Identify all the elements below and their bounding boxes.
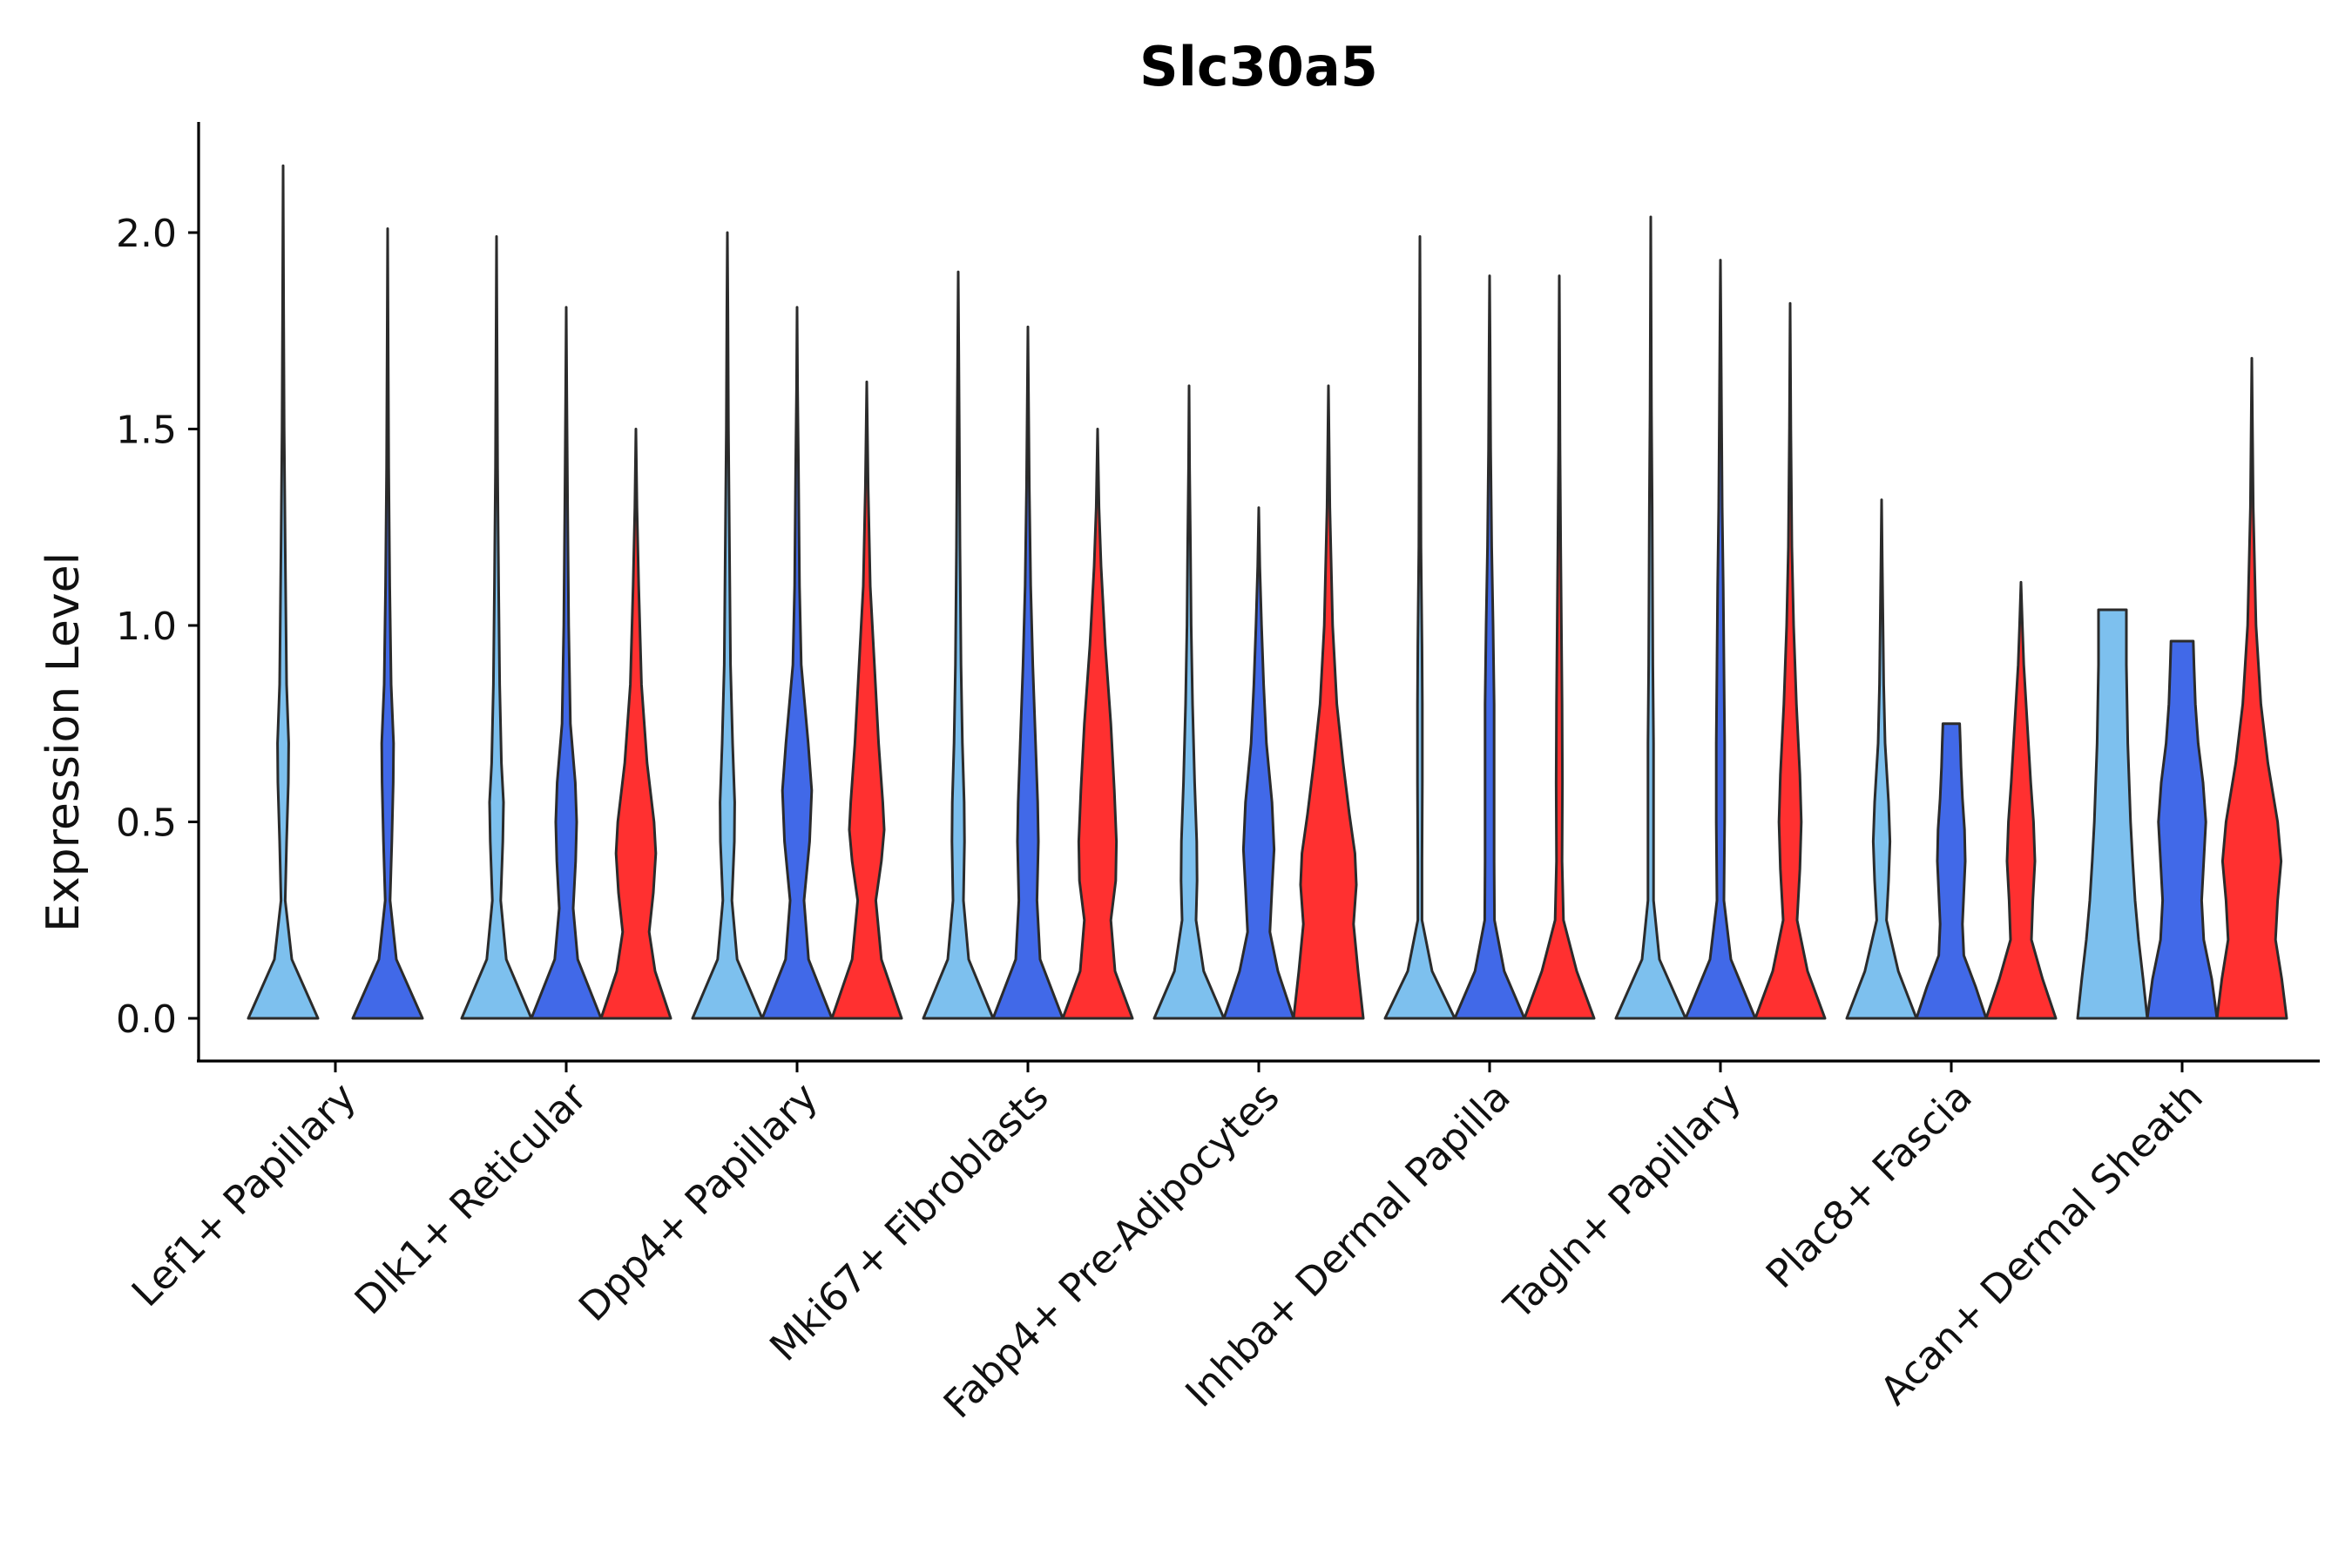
x-category-label: Tagln+ Papillary [1495, 1073, 1750, 1328]
violin-2-1 [460, 235, 533, 1020]
violin-3-1 [691, 231, 764, 1020]
violin-8-1 [1845, 498, 1918, 1020]
x-category-label: Dpp4+ Papillary [570, 1073, 827, 1330]
violin-6-3 [1523, 274, 1596, 1020]
violin-1-1 [247, 164, 320, 1020]
violin-7-3 [1754, 301, 1827, 1020]
violin-9-2 [2146, 639, 2219, 1020]
y-tick-label: 0.5 [116, 801, 177, 846]
violin-4-2 [991, 325, 1064, 1020]
y-tick-label: 2.0 [116, 212, 177, 256]
violin-6-2 [1453, 274, 1526, 1020]
y-tick-label: 0.0 [116, 997, 177, 1042]
y-tick-label: 1.0 [116, 605, 177, 649]
y-tick-label: 1.5 [116, 409, 177, 453]
violin-3-3 [830, 380, 903, 1020]
x-category-label: Dlk1+ Reticular [346, 1073, 596, 1323]
x-category-label: Lef1+ Papillary [123, 1073, 365, 1315]
y-axis-label: Expression Level [37, 552, 90, 932]
violin-3-2 [760, 306, 834, 1020]
chart-title: Slc30a5 [1139, 35, 1378, 98]
violin-4-3 [1061, 428, 1134, 1020]
violin-2-2 [530, 306, 603, 1020]
violin-6-1 [1383, 235, 1456, 1020]
violin-4-1 [922, 270, 995, 1020]
violin-5-1 [1152, 384, 1226, 1020]
violin-1-2 [351, 227, 424, 1020]
violin-7-2 [1684, 259, 1757, 1020]
violin-2-3 [599, 428, 672, 1020]
violin-9-3 [2215, 356, 2288, 1020]
x-category-label: Plac8+ Fascia [1757, 1073, 1981, 1297]
violin-8-3 [1984, 580, 2058, 1020]
violin-7-1 [1614, 215, 1687, 1020]
violin-9-1 [2076, 608, 2149, 1020]
violin-5-3 [1292, 384, 1365, 1020]
violin-5-2 [1222, 506, 1295, 1020]
violin-8-2 [1915, 722, 1988, 1020]
violin-group-layer [247, 164, 2288, 1020]
y-axis-ticks: 0.0 0.5 1.0 1.5 2.0 [116, 212, 199, 1042]
